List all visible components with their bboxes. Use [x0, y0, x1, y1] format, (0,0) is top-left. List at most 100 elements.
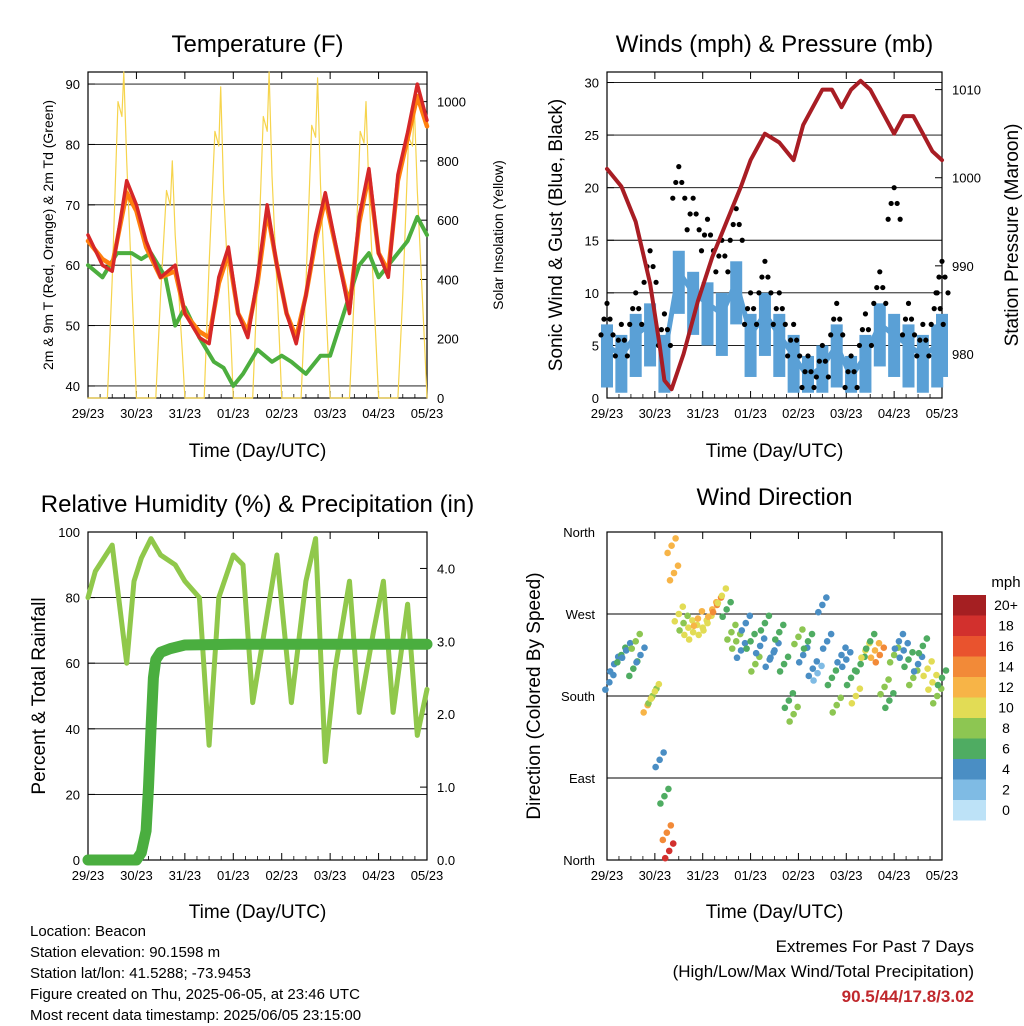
x-tick-label: 01/23: [217, 406, 250, 421]
direction-point: [818, 662, 825, 670]
gust-point: [939, 258, 945, 264]
direction-point: [694, 615, 702, 622]
direction-point: [657, 800, 664, 807]
gust-point: [871, 300, 877, 306]
direction-point: [789, 689, 797, 697]
direction-point: [637, 651, 644, 659]
gust-point: [707, 232, 714, 238]
gust-point: [911, 332, 918, 338]
direction-point: [665, 785, 672, 793]
direction-point: [664, 549, 671, 557]
gust-point: [822, 358, 828, 364]
direction-point: [779, 621, 787, 629]
direction-point: [652, 763, 659, 771]
gust-point: [690, 195, 696, 201]
gust-point: [701, 232, 708, 238]
direction-point: [751, 630, 758, 638]
colorbar-swatch: [953, 656, 986, 677]
direction-point: [659, 836, 667, 844]
y-tick-label: 30: [585, 76, 599, 91]
wind-mark: [916, 334, 929, 393]
gust-point: [920, 321, 926, 327]
gust-point: [837, 316, 843, 322]
direction-point: [909, 674, 917, 682]
direction-chart: Wind Direction Time (Day/UTC) 29/23 30/23 31…: [524, 484, 1021, 923]
gust-point: [899, 332, 906, 338]
gust-point: [601, 316, 607, 322]
y-tick-label: North: [563, 525, 595, 540]
gust-point: [931, 306, 937, 312]
y-tick-label: 90: [66, 77, 80, 92]
y-tick-label: 20: [66, 787, 80, 802]
x-tick-label: 04/23: [362, 406, 395, 421]
direction-point: [819, 645, 827, 652]
direction-point: [858, 654, 865, 662]
colorbar-unit: mph: [991, 574, 1020, 591]
x-tick-label: 29/23: [591, 406, 624, 421]
y-right-tick-label: 1010: [952, 83, 981, 98]
direction-point: [622, 647, 630, 654]
direction-point: [728, 628, 735, 636]
direction-point: [791, 640, 798, 648]
direction-point: [832, 667, 840, 674]
gust-point: [679, 179, 685, 186]
direction-point: [633, 658, 640, 666]
x-tick-label: 29/23: [591, 868, 624, 883]
direction-point: [685, 636, 693, 643]
direction-point: [672, 535, 679, 542]
direction-point: [790, 710, 797, 718]
y-tick-label: 0: [73, 853, 80, 868]
direction-point: [891, 645, 899, 652]
y-tick-label: 60: [66, 258, 80, 273]
direction-point: [871, 647, 879, 654]
direction-point: [875, 639, 883, 647]
y-tick-label: 60: [66, 656, 80, 671]
wind-mark: [873, 303, 886, 367]
colorbar-swatch: [953, 677, 986, 698]
colorbar-swatch: [953, 636, 986, 657]
gust-point: [727, 237, 733, 243]
gust-point: [610, 332, 616, 338]
colorbar-label: 12: [998, 679, 1014, 695]
direction-point: [674, 562, 682, 570]
chart-title: Temperature (F): [171, 31, 343, 58]
series-direction: [602, 535, 950, 862]
direction-point: [909, 648, 916, 656]
gust-point: [865, 327, 872, 333]
gust-point: [828, 332, 834, 338]
direction-point: [630, 665, 637, 672]
direction-point: [776, 668, 784, 675]
y-tick-label: 10: [585, 286, 599, 301]
direction-point: [928, 658, 935, 665]
gust-point: [877, 269, 883, 275]
direction-point: [737, 647, 745, 654]
gust-point: [908, 316, 915, 322]
y-right-axis-label: Solar Insolation (Yellow): [490, 160, 506, 310]
y-right-tick-label: 800: [437, 154, 459, 169]
gust-point: [802, 369, 808, 375]
station-info: Location: Beacon Station elevation: 90.1…: [30, 921, 361, 1026]
x-tick-label: 05/23: [411, 406, 444, 421]
direction-point: [800, 645, 808, 652]
gust-point: [750, 306, 757, 312]
direction-point: [827, 630, 835, 638]
gust-point: [722, 253, 728, 259]
direction-point: [775, 628, 783, 636]
direction-point: [700, 627, 707, 634]
direction-point: [829, 709, 837, 716]
direction-point: [809, 665, 817, 672]
direction-point: [728, 645, 736, 652]
y-tick-label: 25: [585, 128, 599, 143]
x-tick-label: 05/23: [926, 406, 959, 421]
direction-point: [741, 639, 749, 647]
direction-point: [814, 669, 821, 677]
x-tick-label: 02/23: [265, 406, 298, 421]
direction-point: [618, 654, 626, 662]
gust-point: [653, 279, 659, 285]
direction-point: [738, 627, 746, 634]
y-axis-label: Direction (Colored By Speed): [524, 572, 545, 819]
gust-point: [747, 290, 754, 296]
y-axis-label: Sonic Wind & Gust (Blue, Black): [546, 99, 567, 371]
x-tick-label: 02/23: [782, 406, 815, 421]
